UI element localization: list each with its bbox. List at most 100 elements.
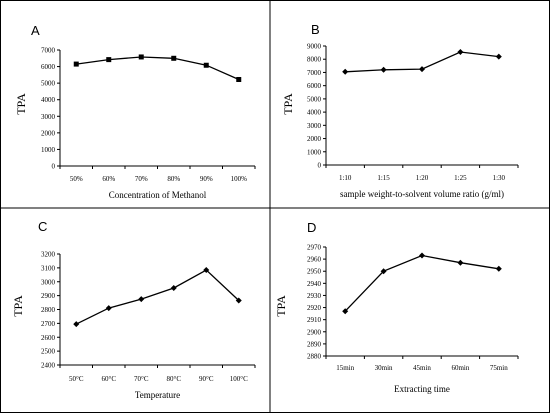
data-point bbox=[495, 265, 502, 272]
x-axis-label: Extracting time bbox=[394, 384, 450, 394]
x-tick-label: 1:15 bbox=[377, 174, 390, 182]
data-point bbox=[457, 48, 464, 55]
y-tick-label: 2970 bbox=[307, 244, 322, 252]
y-tick-label: 7000 bbox=[307, 69, 322, 77]
y-axis-label: TPA bbox=[14, 93, 28, 115]
y-tick-label: 3000 bbox=[41, 278, 56, 286]
data-point bbox=[495, 53, 502, 60]
y-tick-label: 3000 bbox=[41, 113, 56, 121]
x-tick-label: 100% bbox=[231, 175, 248, 183]
x-axis-label: sample weight-to-solvent volume ratio (g… bbox=[340, 189, 504, 199]
data-point bbox=[457, 259, 464, 266]
x-tick-label: 90°C bbox=[199, 375, 214, 383]
y-tick-label: 4000 bbox=[307, 109, 322, 117]
y-axis-label: TPA bbox=[274, 295, 288, 317]
y-tick-label: 6000 bbox=[307, 82, 322, 90]
y-tick-label: 4000 bbox=[41, 96, 56, 104]
x-tick-label: 100°C bbox=[230, 375, 248, 383]
y-tick-label: 2960 bbox=[307, 256, 322, 264]
y-tick-label: 2930 bbox=[307, 292, 322, 300]
y-tick-label: 2880 bbox=[307, 353, 322, 361]
y-tick-label: 0 bbox=[52, 163, 56, 171]
data-point bbox=[342, 308, 349, 315]
y-tick-label: 2900 bbox=[307, 328, 322, 336]
panel-letter: C bbox=[38, 219, 47, 234]
x-tick-label: 70°C bbox=[134, 375, 149, 383]
data-point bbox=[73, 61, 79, 67]
y-tick-label: 2900 bbox=[41, 292, 56, 300]
y-tick-label: 3200 bbox=[41, 251, 56, 259]
data-point bbox=[138, 54, 144, 60]
y-tick-label: 2400 bbox=[41, 362, 56, 370]
y-tick-label: 2500 bbox=[41, 348, 56, 356]
y-tick-label: 5000 bbox=[307, 95, 322, 103]
y-axis-label: TPA bbox=[11, 295, 25, 317]
x-tick-label: 80% bbox=[167, 175, 180, 183]
panel-d: D TPA 2880 2890 2900 2910 2920 2930 2940 2950 2960… bbox=[274, 220, 519, 394]
data-point bbox=[171, 55, 177, 61]
x-tick-label: 70% bbox=[135, 175, 148, 183]
data-point bbox=[235, 297, 242, 304]
y-tick-label: 2700 bbox=[41, 320, 56, 328]
x-tick-label: 75min bbox=[490, 364, 508, 372]
data-point bbox=[73, 321, 80, 328]
data-point bbox=[380, 66, 387, 73]
x-axis-label: Concentration of Methanol bbox=[109, 190, 207, 200]
series-line bbox=[76, 56, 240, 81]
y-tick-label: 2890 bbox=[307, 340, 322, 348]
x-tick-label: 60°C bbox=[102, 375, 117, 383]
data-point bbox=[342, 68, 349, 75]
y-tick-label: 8000 bbox=[307, 56, 322, 64]
panel-c: C TPA 2400 2500 2600 2700 2800 2900 3000 3100 3200… bbox=[11, 219, 256, 400]
x-tick-label: 80°C bbox=[167, 375, 182, 383]
x-axis-label: Temperature bbox=[135, 390, 180, 400]
x-tick-label: 1:10 bbox=[339, 174, 352, 182]
y-tick-label: 5000 bbox=[41, 80, 56, 88]
y-tick-label: 2800 bbox=[41, 306, 56, 314]
y-tick-label: 7000 bbox=[41, 47, 56, 55]
y-tick-label: 0 bbox=[318, 162, 322, 170]
x-tick-label: 30min bbox=[375, 364, 393, 372]
data-point bbox=[105, 305, 112, 312]
y-tick-label: 9000 bbox=[307, 43, 322, 51]
y-tick-label: 2000 bbox=[307, 135, 322, 143]
y-tick-label: 1000 bbox=[41, 146, 56, 154]
panel-letter: A bbox=[31, 23, 40, 38]
data-point bbox=[380, 268, 387, 275]
x-tick-label: 45min bbox=[413, 364, 431, 372]
x-tick-label: 15min bbox=[336, 364, 354, 372]
y-tick-label: 2940 bbox=[307, 280, 322, 288]
data-point bbox=[419, 252, 425, 259]
y-tick-label: 2950 bbox=[307, 268, 322, 276]
panel-b: B TPA 0 1000 2000 3000 4000 5000 6000 7000 8000 900… bbox=[281, 22, 519, 199]
x-tick-label: 50% bbox=[70, 175, 83, 183]
y-tick-label: 2000 bbox=[41, 129, 56, 137]
x-tick-label: 60min bbox=[451, 364, 469, 372]
series-line bbox=[76, 269, 240, 325]
y-tick-label: 1000 bbox=[307, 148, 322, 156]
panel-letter: B bbox=[311, 22, 320, 37]
data-point bbox=[106, 57, 112, 63]
x-tick-label: 90% bbox=[200, 175, 213, 183]
data-point bbox=[203, 266, 210, 273]
panel-letter: D bbox=[307, 220, 316, 235]
data-point bbox=[419, 66, 425, 73]
x-tick-label: 1:30 bbox=[493, 174, 506, 182]
data-point bbox=[203, 62, 209, 68]
y-axis-label: TPA bbox=[281, 93, 295, 115]
x-tick-label: 1:25 bbox=[454, 174, 467, 182]
y-tick-label: 2910 bbox=[307, 316, 322, 324]
panel-a: A TPA 0 1000 2000 3000 4000 5000 6000 7000 50% 60% 7… bbox=[14, 23, 256, 200]
y-tick-label: 2600 bbox=[41, 334, 56, 342]
y-tick-label: 3100 bbox=[41, 264, 56, 272]
y-tick-label: 6000 bbox=[41, 63, 56, 71]
y-tick-label: 2920 bbox=[307, 304, 322, 312]
x-tick-label: 60% bbox=[102, 175, 115, 183]
data-point bbox=[170, 284, 177, 291]
data-point bbox=[138, 296, 145, 303]
y-tick-label: 3000 bbox=[307, 122, 322, 130]
data-point bbox=[236, 76, 242, 82]
x-tick-label: 1:20 bbox=[416, 174, 429, 182]
